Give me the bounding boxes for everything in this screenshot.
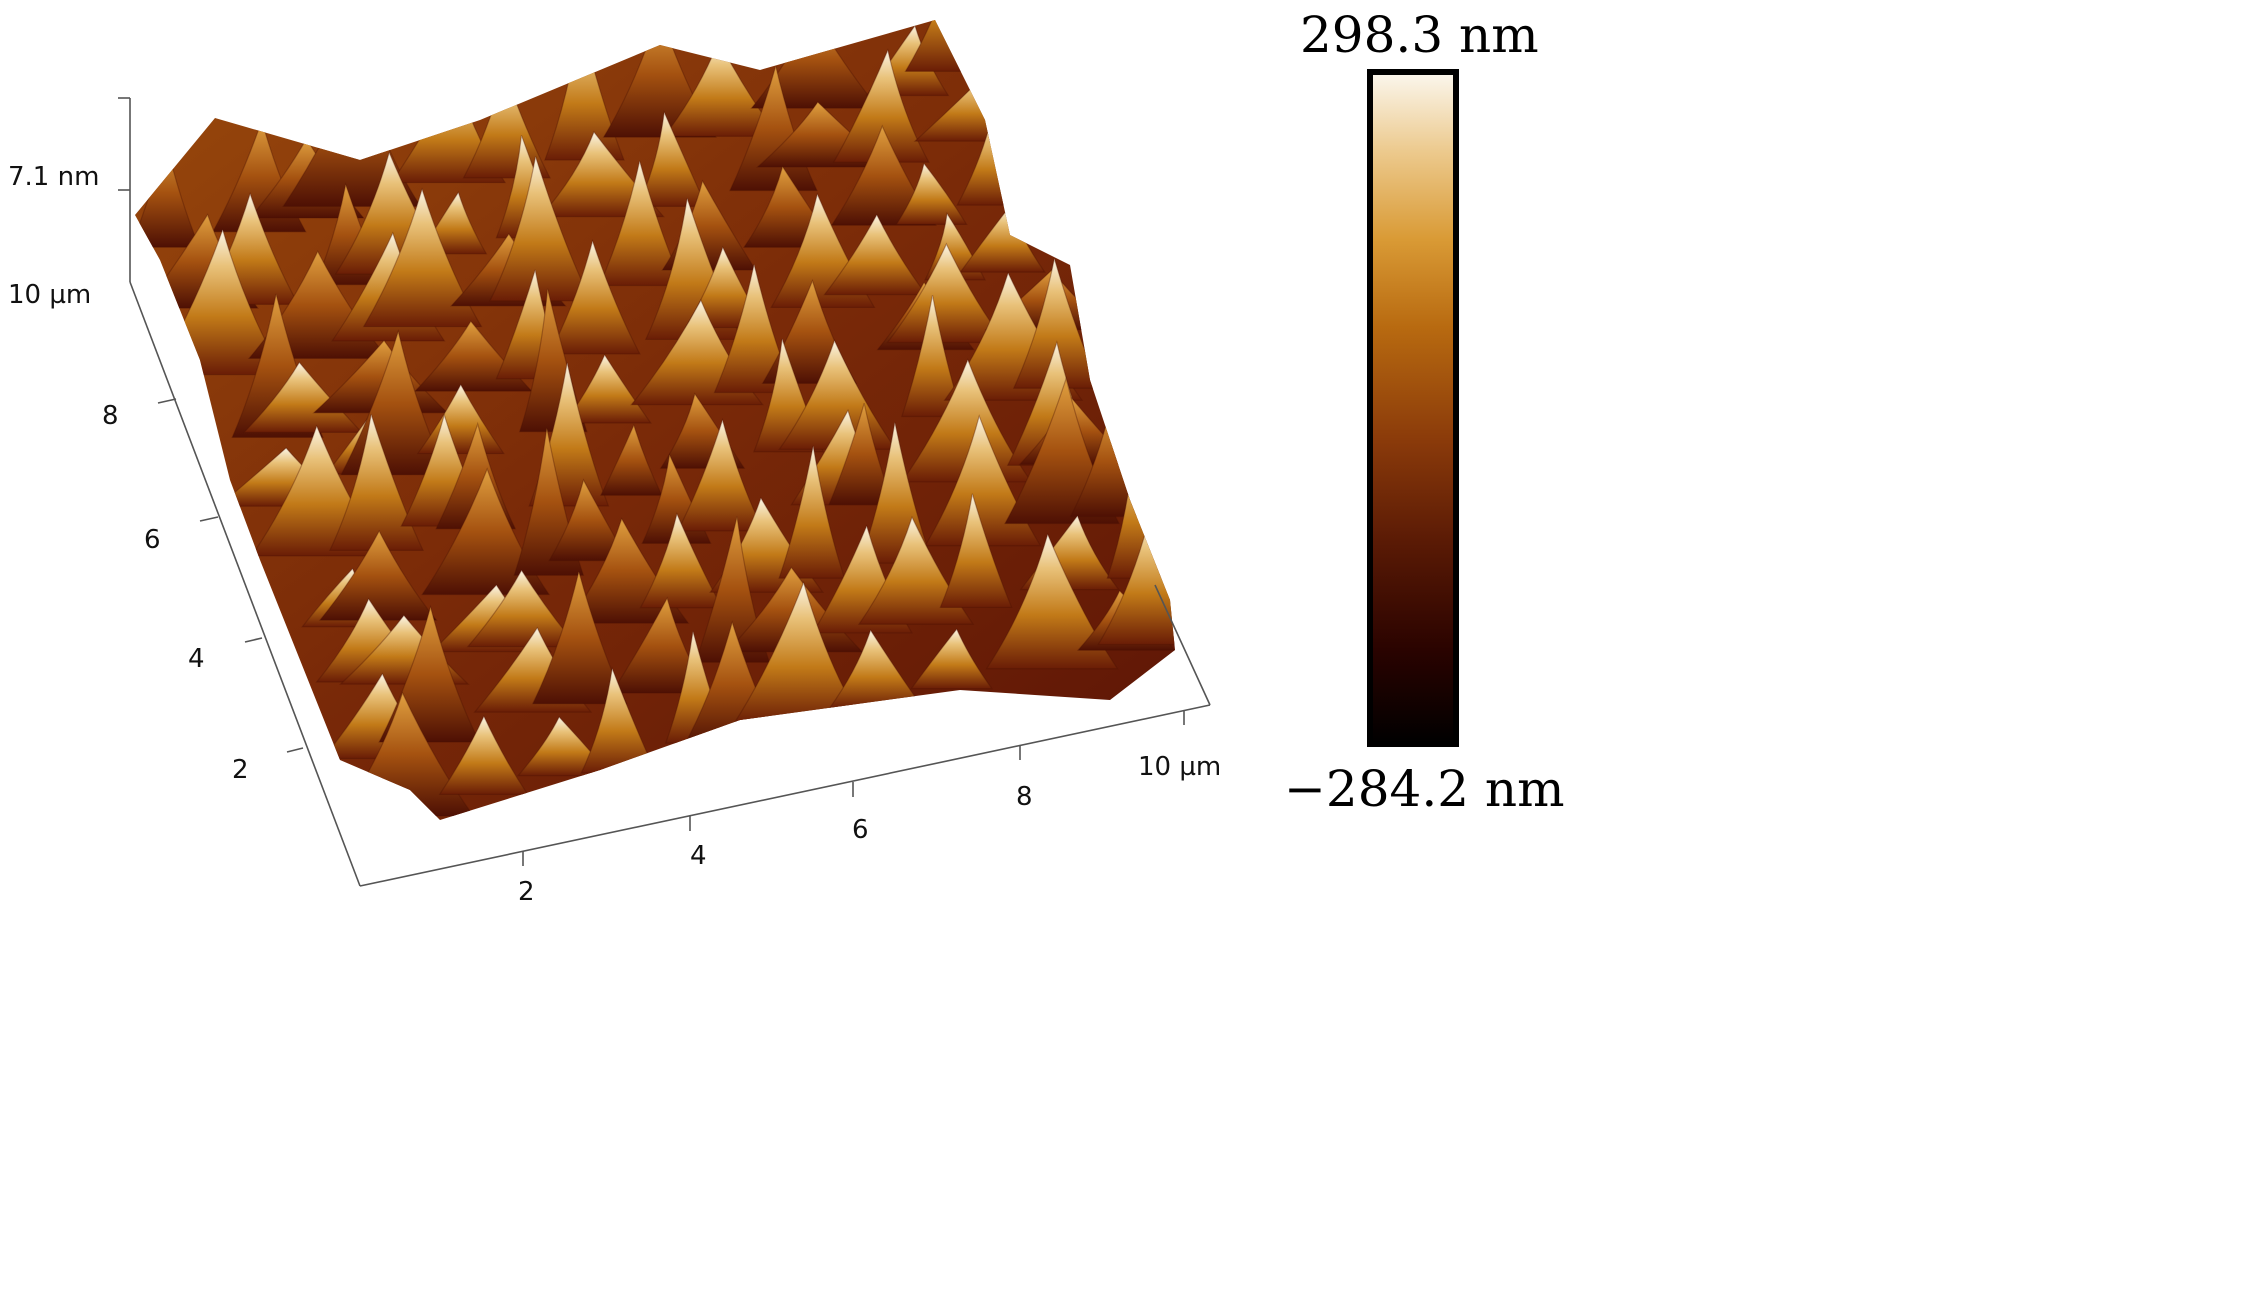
afm-surface (135, 20, 1175, 820)
surface-peak (548, 238, 641, 355)
z-axis-label: 7.1 nm (8, 162, 99, 192)
surface-peak (438, 714, 529, 795)
x-axis-line (359, 704, 1211, 887)
surface-peak (318, 529, 438, 621)
y-tick-label: 2 (232, 755, 249, 785)
surface-peak (636, 109, 708, 207)
surface-peak (639, 512, 724, 609)
surface-peak (823, 213, 928, 296)
axis-tick (157, 398, 177, 404)
surface-peak (832, 48, 930, 163)
y-tick-label: 8 (102, 401, 119, 431)
surface-peak (828, 628, 925, 710)
surface-peak (489, 156, 593, 302)
surface-peak (778, 445, 846, 579)
axis-ticks (157, 398, 1185, 866)
axis-tick (199, 516, 219, 522)
x-tick-label: 4 (690, 841, 707, 871)
surface-peak (895, 162, 968, 225)
surface-peak (676, 417, 765, 532)
y-tick-label: 10 µm (8, 280, 91, 310)
surface-peak (563, 353, 652, 424)
surface-peak (599, 423, 663, 496)
x-tick-label: 2 (518, 877, 535, 907)
surface-peak (939, 493, 1013, 609)
axes-frame (118, 97, 1211, 887)
x-tick-label: 6 (852, 815, 869, 845)
surface-peaks (135, 20, 1175, 817)
color-scale-min-label: −284.2 nm (1284, 760, 1565, 818)
color-scale-max-label: 298.3 nm (1300, 6, 1539, 64)
color-scale-bar: 298.3 nm −284.2 nm (1284, 6, 1565, 818)
y-tick-label: 6 (144, 525, 161, 555)
x-tick-label: 8 (1016, 782, 1033, 812)
x-tick-label: 10 µm (1138, 752, 1221, 782)
surface-peak (242, 361, 364, 433)
surface-peak (580, 666, 658, 774)
color-scale-gradient (1367, 69, 1459, 747)
back-edge-line (1154, 584, 1211, 706)
axis-tick (244, 637, 263, 643)
surface-peak (910, 627, 994, 690)
y-tick-label: 4 (188, 644, 205, 674)
axis-tick (286, 747, 304, 753)
y-axis-line (129, 281, 361, 887)
